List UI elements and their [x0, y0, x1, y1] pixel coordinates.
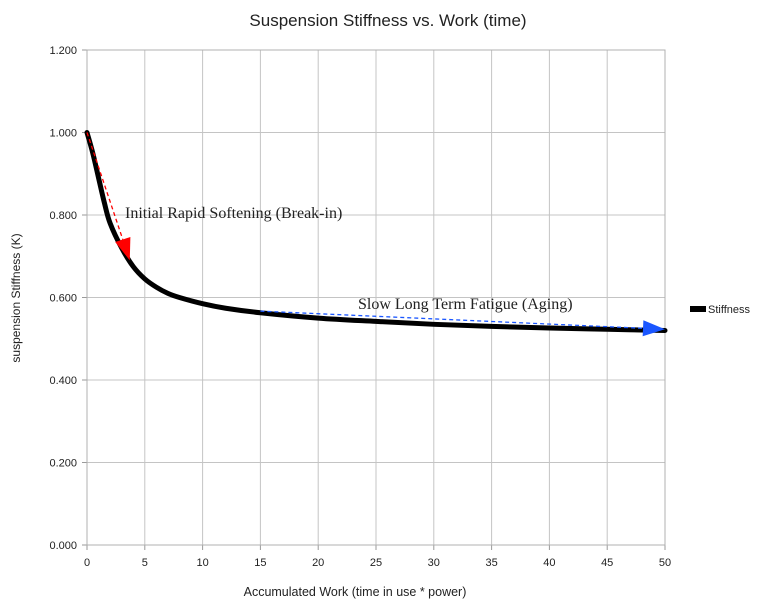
x-tick-label-7: 35 — [485, 557, 497, 569]
annotation-arrow-head-1 — [642, 320, 665, 337]
series-layer — [84, 130, 668, 333]
x-tick-label-9: 45 — [601, 557, 613, 569]
legend-label-stiffness: Stiffness — [708, 304, 750, 316]
x-tick-label-6: 30 — [428, 557, 440, 569]
y-tick-label-0: 0.000 — [49, 540, 77, 552]
annotation-label-0: Initial Rapid Softening (Break-in) — [125, 205, 342, 222]
annotation-label-1: Slow Long Term Fatigue (Aging) — [358, 296, 573, 313]
legend-swatch-stiffness — [690, 306, 706, 312]
annotations-layer: Initial Rapid Softening (Break-in) Slow L… — [86, 132, 665, 337]
y-tick-label-4: 0.800 — [49, 210, 77, 222]
x-tick-label-1: 5 — [142, 557, 148, 569]
x-tick-label-10: 50 — [659, 557, 671, 569]
y-tick-label-5: 1.000 — [49, 128, 77, 140]
annotation-arrow-head-0 — [115, 236, 131, 261]
plot-area-border — [86, 49, 666, 546]
annotation-arrow-shaft-1 — [260, 310, 644, 329]
y-tick-label-1: 0.200 — [49, 458, 77, 470]
x-tick-label-2: 10 — [196, 557, 208, 569]
y-tick-label-2: 0.400 — [49, 375, 77, 387]
y-tick-labels: 0.000 0.200 0.400 0.600 0.800 1.000 1.200 — [49, 45, 77, 552]
x-tick-label-0: 0 — [84, 557, 90, 569]
y-axis-label: suspension Stiffness (K) — [9, 233, 23, 362]
x-tick-label-3: 15 — [254, 557, 266, 569]
legend: Stiffness — [690, 304, 750, 316]
grid-lines — [82, 49, 666, 550]
x-tick-label-5: 25 — [370, 557, 382, 569]
x-axis-label: Accumulated Work (time in use * power) — [244, 585, 467, 599]
annotation-arrow-shaft-0 — [86, 132, 124, 240]
x-tick-label-4: 20 — [312, 557, 324, 569]
x-tick-label-8: 40 — [543, 557, 555, 569]
chart-title: Suspension Stiffness vs. Work (time) — [249, 11, 526, 30]
x-tick-labels: 0 5 10 15 20 25 30 35 40 45 50 — [84, 557, 671, 569]
series-line-0 — [84, 130, 668, 333]
y-tick-label-6: 1.200 — [49, 45, 77, 57]
y-tick-label-3: 0.600 — [49, 293, 77, 305]
